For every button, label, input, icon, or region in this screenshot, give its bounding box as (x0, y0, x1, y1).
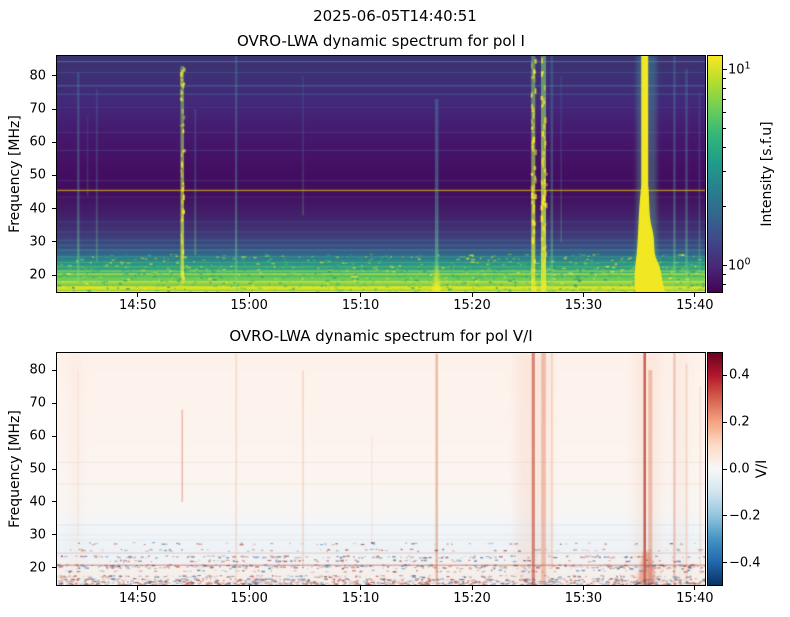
x-tick-label: 15:30 (564, 298, 603, 313)
x-tick-label: 15:40 (676, 591, 714, 606)
intensity-tick-10e0: 100 (728, 256, 751, 274)
x-tick-label: 15:30 (564, 591, 603, 606)
figure-suptitle: 2025-06-05T14:40:51 (313, 7, 477, 25)
x-tick-mark (360, 586, 362, 590)
y-tick-label: 80 (29, 362, 46, 378)
x-tick-mark (248, 293, 250, 297)
x-tick-label: 15:00 (230, 298, 268, 313)
y-tick-label: 40 (29, 494, 46, 510)
x-tick-mark (248, 586, 250, 590)
y-tick-mark (52, 241, 56, 243)
y-tick-mark (52, 567, 56, 569)
tick-exponent: 1 (744, 60, 751, 72)
y-tick-mark (52, 274, 56, 276)
colorbar-minor-tick (723, 205, 726, 207)
y-tick-mark (52, 75, 56, 77)
y-tick-mark (52, 141, 56, 143)
vi-colorbar-label: V/I (754, 459, 770, 479)
intensity-tick-10e1: 101 (728, 60, 751, 78)
colorbar-tick-label: 0.4 (729, 367, 750, 383)
x-tick-mark (582, 586, 584, 590)
colorbar-minor-tick (723, 127, 726, 129)
x-tick-mark (694, 586, 696, 590)
x-tick-label: 14:50 (118, 298, 157, 313)
colorbar-minor-tick (723, 273, 726, 275)
colorbar-minor-tick (723, 171, 726, 173)
y-tick-mark (52, 435, 56, 437)
y-tick-mark (52, 369, 56, 371)
intensity-colorbar (707, 55, 723, 293)
intensity-colorbar-gradient (707, 55, 723, 293)
y-tick-mark (52, 208, 56, 210)
pol-vi-plot-area (56, 352, 706, 586)
pol-i-spectrogram (56, 55, 706, 293)
x-tick-label: 15:20 (453, 298, 491, 313)
x-tick-label: 15:20 (453, 591, 491, 606)
tick-base: 10 (728, 258, 745, 274)
y-tick-mark (52, 402, 56, 404)
vi-colorbar-gradient (707, 352, 723, 586)
colorbar-minor-tick (723, 146, 726, 148)
y-tick-mark (52, 108, 56, 110)
x-tick-mark (360, 293, 362, 297)
colorbar-tick-label: −0.2 (729, 508, 761, 524)
y-tick-mark (52, 501, 56, 503)
colorbar-tick-label: 0.0 (729, 461, 750, 477)
x-tick-mark (471, 586, 473, 590)
y-tick-label: 20 (29, 267, 46, 283)
y-tick-mark (52, 174, 56, 176)
y-tick-mark (52, 468, 56, 470)
tick-exponent: 0 (744, 256, 751, 268)
colorbar-major-tick (723, 68, 727, 70)
colorbar-tick-label: 0.2 (729, 414, 750, 430)
vi-colorbar (707, 352, 723, 586)
y-tick-label: 80 (29, 68, 46, 84)
colorbar-major-tick (723, 264, 727, 266)
y-tick-label: 30 (29, 527, 46, 543)
y-tick-label: 20 (29, 560, 46, 576)
y-tick-label: 30 (29, 234, 46, 250)
x-tick-label: 15:00 (230, 591, 268, 606)
colorbar-tick-label: −0.4 (729, 555, 761, 571)
y-tick-label: 50 (29, 167, 46, 183)
colorbar-major-tick (723, 468, 727, 470)
y-tick-mark (52, 534, 56, 536)
colorbar-major-tick (723, 421, 727, 423)
colorbar-minor-tick (723, 98, 726, 100)
y-tick-label: 70 (29, 395, 46, 411)
x-tick-mark (137, 293, 139, 297)
pol-vi-spectrogram (56, 352, 706, 586)
colorbar-major-tick (723, 562, 727, 564)
y-tick-label: 50 (29, 461, 46, 477)
colorbar-minor-tick (723, 112, 726, 114)
x-tick-mark (694, 293, 696, 297)
colorbar-major-tick (723, 515, 727, 517)
x-tick-label: 15:10 (341, 591, 380, 606)
x-tick-mark (471, 293, 473, 297)
pol-i-plot-area (56, 55, 706, 293)
colorbar-minor-tick (723, 77, 726, 79)
colorbar-major-tick (723, 374, 727, 376)
pol-vi-title: OVRO-LWA dynamic spectrum for pol V/I (229, 327, 533, 345)
x-tick-label: 14:50 (118, 591, 157, 606)
y-tick-label: 60 (29, 134, 46, 150)
colorbar-minor-tick (723, 283, 726, 285)
y-tick-label: 70 (29, 101, 46, 117)
intensity-colorbar-label: Intensity [s.f.u] (759, 121, 775, 227)
y-tick-label: 40 (29, 201, 46, 217)
x-tick-label: 15:40 (676, 298, 714, 313)
colorbar-minor-tick (723, 87, 726, 89)
x-tick-mark (137, 586, 139, 590)
x-tick-label: 15:10 (341, 298, 380, 313)
tick-base: 10 (728, 62, 745, 78)
y-tick-label: 60 (29, 428, 46, 444)
x-tick-mark (582, 293, 584, 297)
pol-i-title: OVRO-LWA dynamic spectrum for pol I (237, 32, 525, 50)
